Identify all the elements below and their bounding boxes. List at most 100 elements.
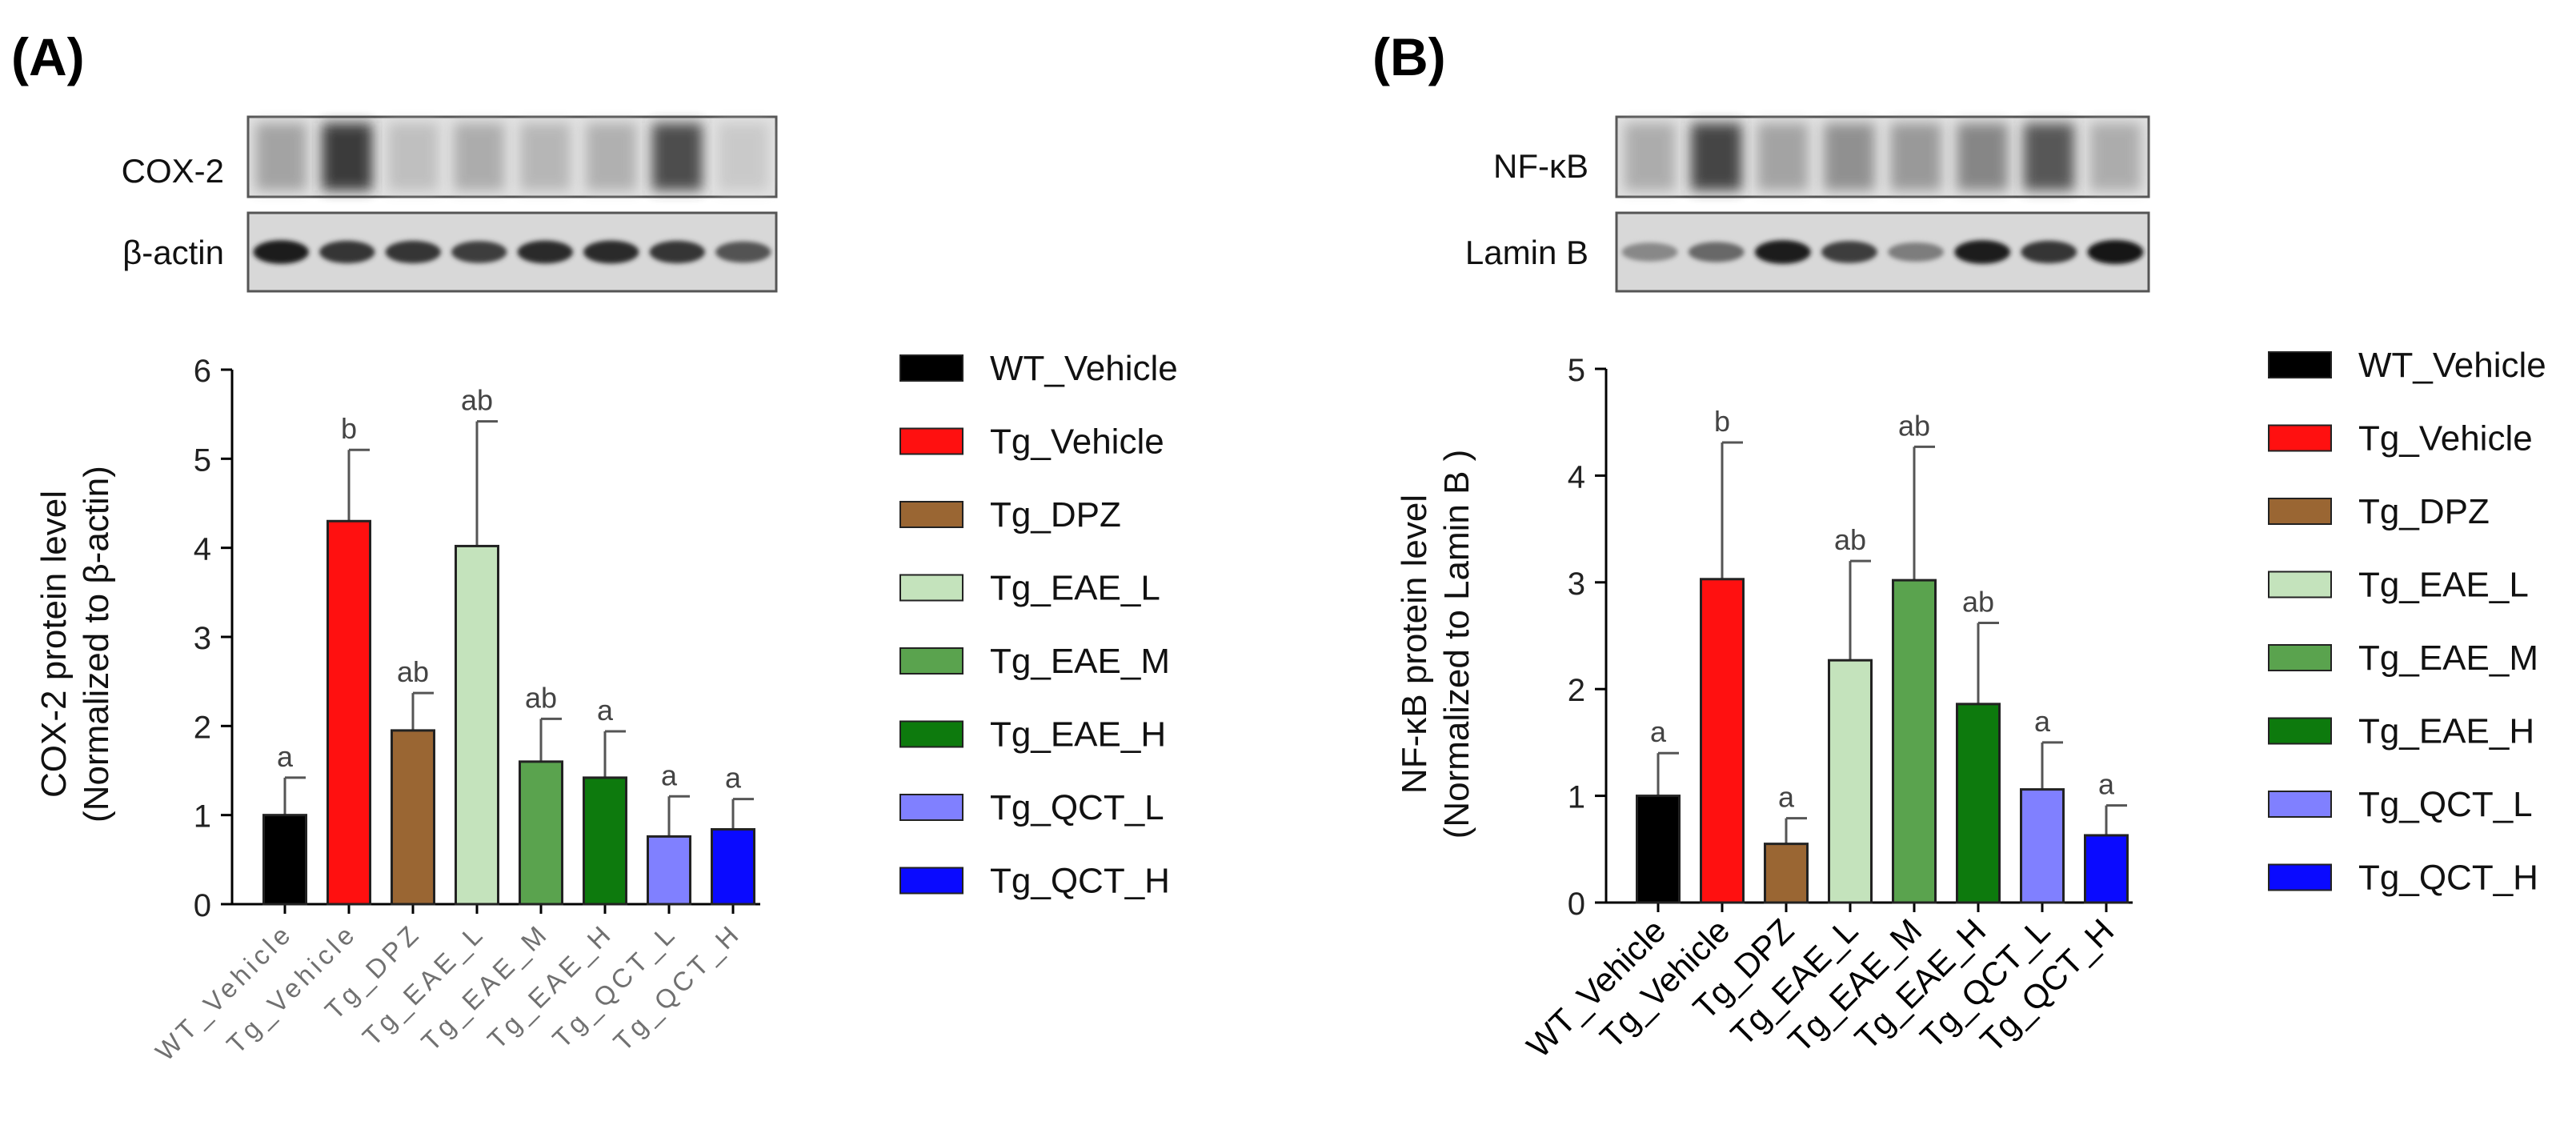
legend-b-swatch-tg-vehicle — [2268, 424, 2332, 452]
chart-b-bar-wt-vehicle — [1636, 795, 1681, 904]
legend-a-swatch-tg-eae-m — [899, 647, 963, 675]
legend-a: WT_Vehicle Tg_Vehicle Tg_DPZ Tg_EAE_L Tg_EAE… — [899, 349, 1178, 901]
legend-b: WT_Vehicle Tg_Vehicle Tg_DPZ Tg_EAE_L Tg_EAE… — [2268, 346, 2546, 898]
chart-b-bar-tg-eae-l — [1828, 659, 1873, 904]
chart-b-bar-tg-vehicle — [1700, 578, 1745, 904]
blot-band-nf-b-1 — [1624, 123, 1676, 190]
legend-a-swatch-tg-eae-l — [899, 574, 963, 602]
legend-b-swatch-tg-qct-h — [2268, 863, 2332, 891]
chart-a-y-tick-label: 4 — [194, 532, 211, 567]
blot-band-nf-b-3 — [1757, 123, 1809, 190]
blot-band-lamin-b-3 — [1754, 240, 1811, 264]
chart-a-ylabel-line2: (Normalized to β-actin) — [77, 466, 116, 823]
blot-band-lamin-b-4 — [1821, 241, 1877, 263]
blot-band-actin-5 — [517, 240, 573, 264]
legend-b-swatch-tg-eae-m — [2268, 644, 2332, 671]
blot-band-actin-1 — [253, 240, 309, 264]
blot-panel-b: NF-κB Lamin B — [1465, 115, 2150, 293]
chart-a-ylabel-line1: COX-2 protein level — [34, 490, 74, 798]
chart-a-bar-tg-qct-h — [711, 827, 755, 906]
blot-band-lamin-b-8 — [2087, 240, 2144, 264]
legend-a-label-tg-qct-l: Tg_QCT_L — [990, 788, 1164, 827]
blot-band-cox-2-1 — [255, 123, 306, 190]
legend-b-label-tg-qct-l: Tg_QCT_L — [2358, 785, 2533, 824]
blot-band-lamin-b-5 — [1888, 242, 1944, 262]
chart-b-significance-tg-dpz: a — [1778, 781, 1795, 814]
blot-band-cox-2-6 — [586, 123, 637, 190]
chart-b-significance-tg-vehicle: b — [1714, 405, 1730, 438]
blot-band-lamin-b-7 — [2021, 240, 2077, 264]
legend-a-label-tg-qct-h: Tg_QCT_H — [990, 862, 1170, 901]
legend-b-swatch-tg-dpz — [2268, 498, 2332, 525]
blot-band-actin-6 — [583, 240, 639, 264]
chart-b-y-tick-label: 2 — [1568, 673, 1585, 708]
blot-band-lamin-b-2 — [1688, 242, 1745, 262]
blot-band-cox-2-4 — [454, 123, 505, 190]
chart-b-significance-tg-eae-m: ab — [1898, 409, 1930, 442]
chart-a-bar-wt-vehicle — [262, 814, 307, 906]
legend-b-swatch-tg-qct-l — [2268, 791, 2332, 818]
chart-a-y-tick-label: 6 — [194, 354, 211, 389]
chart-a-significance-tg-eae-l: ab — [461, 384, 493, 417]
chart-b-y-tick-label: 5 — [1568, 353, 1585, 388]
legend-a-label-tg-vehicle: Tg_Vehicle — [990, 422, 1164, 462]
legend-a-label-tg-eae-h: Tg_EAE_H — [990, 715, 1166, 755]
legend-b-swatch-tg-eae-h — [2268, 717, 2332, 745]
chart-b-ylabel-line1: NF-κB protein level — [1395, 494, 1434, 794]
chart-a-bar-tg-eae-l — [455, 544, 499, 906]
legend-b-label-tg-dpz: Tg_DPZ — [2358, 492, 2490, 531]
legend-a-swatch-tg-qct-h — [899, 867, 963, 895]
legend-a-label-wt-vehicle: WT_Vehicle — [990, 349, 1178, 388]
blot-band-actin-8 — [715, 241, 771, 263]
chart-b-bar-tg-eae-h — [1956, 703, 2001, 904]
blot-band-nf-b-8 — [2089, 123, 2141, 190]
blot-band-actin-7 — [649, 240, 705, 264]
chart-a-significance-tg-qct-l: a — [661, 759, 678, 791]
chart-a-bar-tg-dpz — [391, 729, 435, 906]
chart-b-significance-tg-qct-l: a — [2034, 705, 2051, 738]
chart-b-y-tick-label: 0 — [1568, 887, 1585, 922]
chart-b-bar-tg-qct-h — [2084, 834, 2129, 904]
blot-label-cox2: COX-2 — [122, 152, 224, 190]
chart-a-significance-tg-eae-h: a — [597, 694, 614, 727]
chart-b-significance-tg-eae-h: ab — [1962, 585, 1994, 618]
chart-a-bar-tg-vehicle — [327, 519, 371, 906]
chart-a-significance-wt-vehicle: a — [277, 740, 294, 773]
legend-b-label-tg-qct-h: Tg_QCT_H — [2358, 859, 2538, 898]
blot-band-cox-2-7 — [651, 123, 703, 190]
legend-a-swatch-tg-qct-l — [899, 794, 963, 821]
chart-b-significance-tg-qct-h: a — [2098, 768, 2115, 801]
chart-b-significance-wt-vehicle: a — [1650, 715, 1667, 748]
legend-a-label-tg-eae-l: Tg_EAE_L — [990, 569, 1160, 608]
legend-b-swatch-wt-vehicle — [2268, 351, 2332, 378]
blot-label-nfkb: NF-κB — [1493, 147, 1588, 185]
blot-band-cox-2-2 — [322, 123, 373, 190]
chart-b-bar-tg-qct-l — [2020, 788, 2065, 904]
legend-b-swatch-tg-eae-l — [2268, 571, 2332, 599]
blot-band-cox-2-3 — [387, 123, 439, 190]
blot-band-nf-b-7 — [2023, 123, 2074, 190]
legend-b-label-tg-eae-h: Tg_EAE_H — [2358, 712, 2534, 751]
legend-b-label-tg-eae-l: Tg_EAE_L — [2358, 566, 2529, 605]
blot-panel-a: COX-2 β-actin — [122, 115, 778, 293]
chart-b-y-tick-label: 3 — [1568, 567, 1585, 602]
chart-a-bar-tg-eae-m — [519, 760, 563, 906]
blot-band-actin-2 — [319, 240, 375, 264]
blot-label-beta-actin: β-actin — [122, 234, 224, 271]
chart-a-y-tick-label: 0 — [194, 888, 211, 923]
chart-b-ylabel-line2: (Normalized to Lamin B ) — [1437, 450, 1476, 839]
legend-a-swatch-wt-vehicle — [899, 354, 963, 382]
blot-band-actin-3 — [385, 240, 441, 264]
legend-b-label-tg-vehicle: Tg_Vehicle — [2358, 419, 2533, 458]
chart-a-y-tick-label: 3 — [194, 621, 211, 656]
legend-a-label-tg-eae-m: Tg_EAE_M — [990, 642, 1170, 681]
chart-a-y-tick-label: 5 — [194, 442, 211, 478]
blot-band-nf-b-4 — [1824, 123, 1875, 190]
legend-a-swatch-tg-eae-h — [899, 720, 963, 748]
chart-a-significance-tg-qct-h: a — [725, 762, 742, 795]
chart-a-significance-tg-eae-m: ab — [525, 681, 557, 714]
chart-a-bar-tg-qct-l — [647, 835, 691, 906]
blot-band-nf-b-5 — [1890, 123, 1941, 190]
chart-a-significance-tg-dpz: ab — [397, 655, 429, 688]
